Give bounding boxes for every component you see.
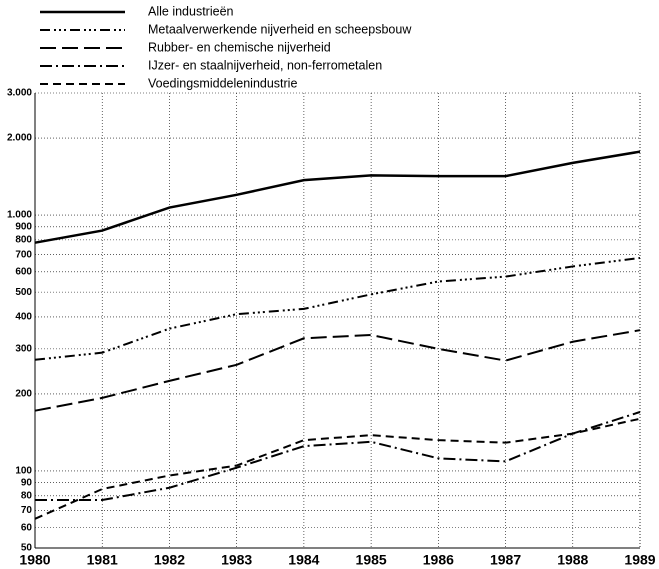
y-tick-label: 700	[15, 249, 32, 260]
legend-label: IJzer- en staalnijverheid, non-ferrometa…	[148, 58, 382, 72]
y-tick-label: 80	[21, 490, 33, 501]
y-tick-label: 3.000	[7, 88, 32, 99]
x-tick-label: 1989	[624, 552, 655, 568]
y-tick-label: 600	[15, 266, 32, 277]
series-line	[34, 417, 641, 520]
y-tick-label: 90	[21, 477, 33, 488]
y-tick-label: 50	[21, 543, 33, 554]
x-tick-label: 1982	[154, 552, 185, 568]
x-tick-label: 1987	[490, 552, 521, 568]
y-tick-label: 100	[15, 466, 32, 477]
y-tick-label: 70	[21, 505, 33, 516]
series-line	[34, 256, 641, 361]
legend-label: Metaalverwerkende nijverheid en scheepsb…	[148, 22, 412, 36]
y-tick-label: 800	[15, 235, 32, 246]
y-tick-label: 400	[15, 312, 32, 323]
y-tick-label: 900	[15, 221, 32, 232]
x-tick-label: 1983	[221, 552, 252, 568]
series-line	[34, 150, 641, 244]
x-tick-label: 1986	[423, 552, 454, 568]
legend-label: Alle industrieën	[148, 4, 234, 18]
y-tick-label: 300	[15, 344, 32, 355]
y-tick-label: 2.000	[7, 133, 32, 144]
x-tick-label: 1981	[87, 552, 118, 568]
series-line	[34, 329, 641, 412]
y-tick-label: 200	[15, 389, 32, 400]
x-tick-label: 1984	[288, 552, 319, 568]
legend-label: Voedingsmiddelenindustrie	[148, 76, 297, 90]
legend-label: Rubber- en chemische nijverheid	[148, 40, 331, 54]
y-tick-label: 1.000	[7, 210, 32, 221]
series-line	[35, 411, 641, 502]
y-tick-label: 60	[21, 522, 33, 533]
y-tick-label: 500	[15, 287, 32, 298]
x-tick-label: 1980	[19, 552, 50, 568]
x-tick-label: 1988	[557, 552, 588, 568]
x-tick-label: 1985	[356, 552, 387, 568]
